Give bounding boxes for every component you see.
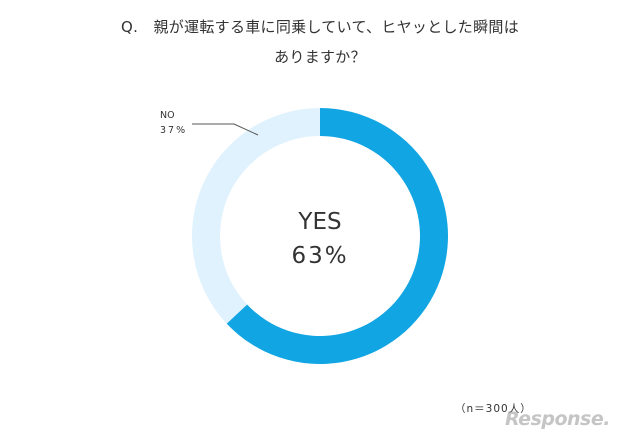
donut-slices <box>191 108 448 364</box>
question-title-line1: Q. 親が運転する車に同乗していて、ヒヤッとした瞬間は <box>120 18 520 36</box>
sample-size-note: （n＝300人） <box>455 403 532 415</box>
yes-value-label: 63% <box>291 243 348 269</box>
yes-series-label: YES <box>297 209 341 235</box>
question-title-line2: ありますか？ <box>274 48 366 66</box>
no-value-label: 37% <box>160 125 187 136</box>
donut-slice-yes <box>226 108 448 364</box>
donut-slice-no <box>191 108 320 324</box>
no-series-label: NO <box>160 110 175 121</box>
no-leader-line <box>192 123 259 136</box>
response-watermark: Response. <box>505 408 610 430</box>
